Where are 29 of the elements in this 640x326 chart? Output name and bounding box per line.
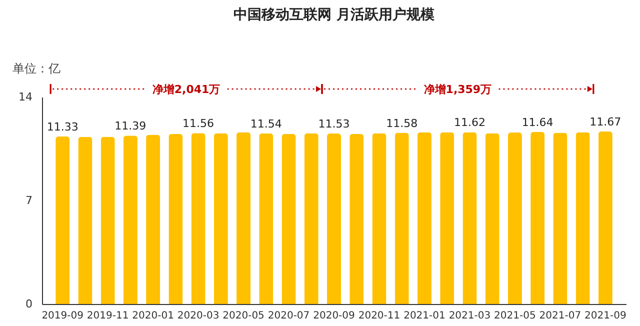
data-label: 11.58 bbox=[386, 116, 418, 130]
y-tick-label: 7 bbox=[26, 194, 32, 207]
x-tick-label: 2020-01 bbox=[132, 310, 174, 322]
x-tick-label: 2020-03 bbox=[177, 310, 220, 322]
x-tick-label: 2019-11 bbox=[86, 310, 129, 322]
data-label: 11.56 bbox=[182, 117, 214, 130]
x-tick-label: 2021-09 bbox=[584, 310, 626, 322]
data-label: 11.62 bbox=[454, 116, 486, 130]
data-label: 11.54 bbox=[250, 117, 282, 130]
y-axis-title: 单位：亿 bbox=[12, 62, 60, 76]
x-tick-label: 2020-07 bbox=[268, 310, 310, 322]
data-label: 11.39 bbox=[114, 120, 146, 133]
x-tick-label: 2020-09 bbox=[313, 310, 355, 322]
x-tick-label: 2021-03 bbox=[448, 310, 491, 322]
x-tick-label: 2020-11 bbox=[358, 310, 400, 322]
x-tick-label: 2021-07 bbox=[539, 310, 582, 322]
text: 净增2,041万 bbox=[152, 83, 220, 96]
chart-title: 中国移动互联网 月活跃用户规模 bbox=[234, 6, 436, 23]
y-tick-label: 0 bbox=[26, 298, 32, 310]
data-label: 11.67 bbox=[590, 115, 622, 128]
data-label: 11.64 bbox=[522, 116, 554, 129]
x-tick-label: 2019-09 bbox=[42, 310, 84, 322]
data-label: 11.33 bbox=[46, 120, 78, 134]
data-label: 11.53 bbox=[318, 118, 350, 131]
y-tick-label: 14 bbox=[18, 90, 32, 104]
x-tick-label: 2021-05 bbox=[494, 310, 536, 322]
x-tick-label: 2020-05 bbox=[222, 310, 264, 322]
x-tick-label: 2021-01 bbox=[404, 310, 446, 322]
text: 净增1,359万 bbox=[424, 83, 492, 96]
